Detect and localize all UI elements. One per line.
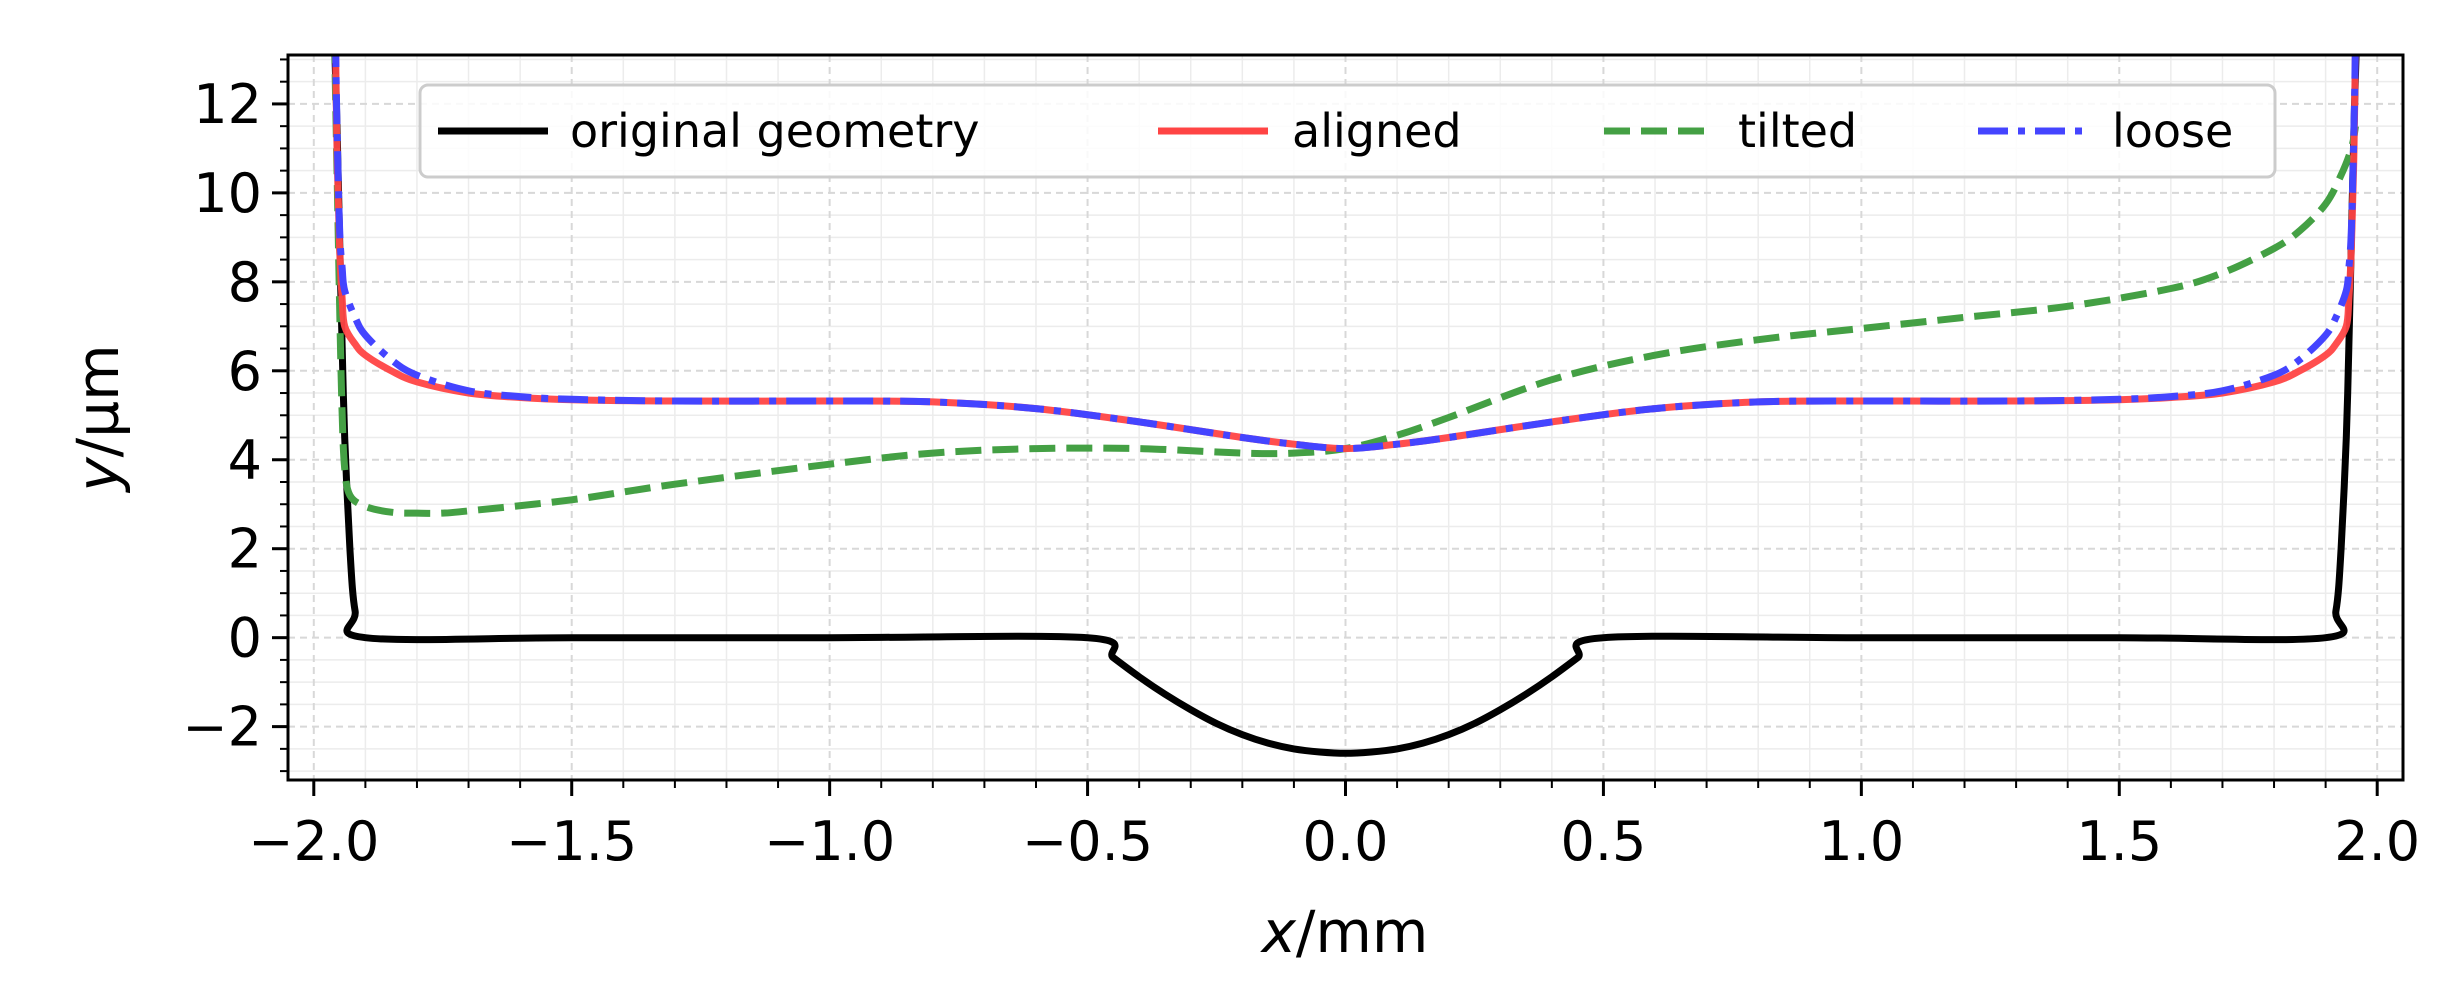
legend-label-original-geometry: original geometry bbox=[570, 104, 980, 158]
legend-label-loose: loose bbox=[2112, 104, 2233, 158]
y-axis-label: y/µm bbox=[64, 344, 132, 493]
x-tick-label: 2.0 bbox=[2334, 810, 2420, 873]
y-tick-label: −2 bbox=[182, 696, 262, 759]
x-tick-label: −0.5 bbox=[1022, 810, 1153, 873]
legend-entry-original-geometry: original geometry bbox=[438, 104, 980, 158]
legend-entry-tilted: tilted bbox=[1604, 104, 1857, 158]
y-axis-label-var: y bbox=[64, 457, 132, 494]
legend-label-aligned: aligned bbox=[1292, 104, 1462, 158]
series-line-loose bbox=[332, 55, 2359, 453]
y-tick-label: 6 bbox=[228, 340, 262, 403]
x-tick-label: −1.5 bbox=[506, 810, 637, 873]
series-layer bbox=[331, 55, 2360, 757]
x-tick-label: 1.5 bbox=[2076, 810, 2162, 873]
legend: original geometry aligned tilted loose bbox=[418, 83, 2277, 179]
x-axis-label-var: x bbox=[1260, 898, 1297, 966]
ticks-layer bbox=[272, 58, 2379, 796]
x-tick-label: 0.0 bbox=[1303, 810, 1389, 873]
x-axis-label: x/mm bbox=[1260, 898, 1429, 966]
tick-labels: −2.0 −1.5 −1.0 −0.5 0.0 0.5 1.0 1.5 2.0 −2 0 2 4 6 8 10… bbox=[182, 73, 2420, 873]
y-axis-label-unit: /µm bbox=[64, 344, 132, 457]
y-tick-label: 4 bbox=[228, 429, 262, 492]
series-line-original-geometry bbox=[331, 55, 2360, 757]
x-tick-label: −2.0 bbox=[248, 810, 379, 873]
y-tick-label: 10 bbox=[193, 162, 262, 225]
y-tick-label: 2 bbox=[228, 518, 262, 581]
series-line-tilted bbox=[331, 55, 2359, 517]
y-tick-label: 8 bbox=[228, 251, 262, 314]
y-tick-label: 12 bbox=[193, 73, 262, 136]
series-line-aligned bbox=[332, 55, 2359, 453]
x-axis-label-unit: /mm bbox=[1296, 898, 1429, 966]
x-tick-label: 0.5 bbox=[1560, 810, 1646, 873]
legend-label-tilted: tilted bbox=[1738, 104, 1857, 158]
y-tick-label: 0 bbox=[228, 607, 262, 670]
legend-entry-loose: loose bbox=[1978, 104, 2233, 158]
x-tick-label: 1.0 bbox=[1818, 810, 1904, 873]
legend-frame bbox=[418, 83, 2277, 179]
x-tick-label: −1.0 bbox=[764, 810, 895, 873]
legend-entry-aligned: aligned bbox=[1158, 104, 1462, 158]
